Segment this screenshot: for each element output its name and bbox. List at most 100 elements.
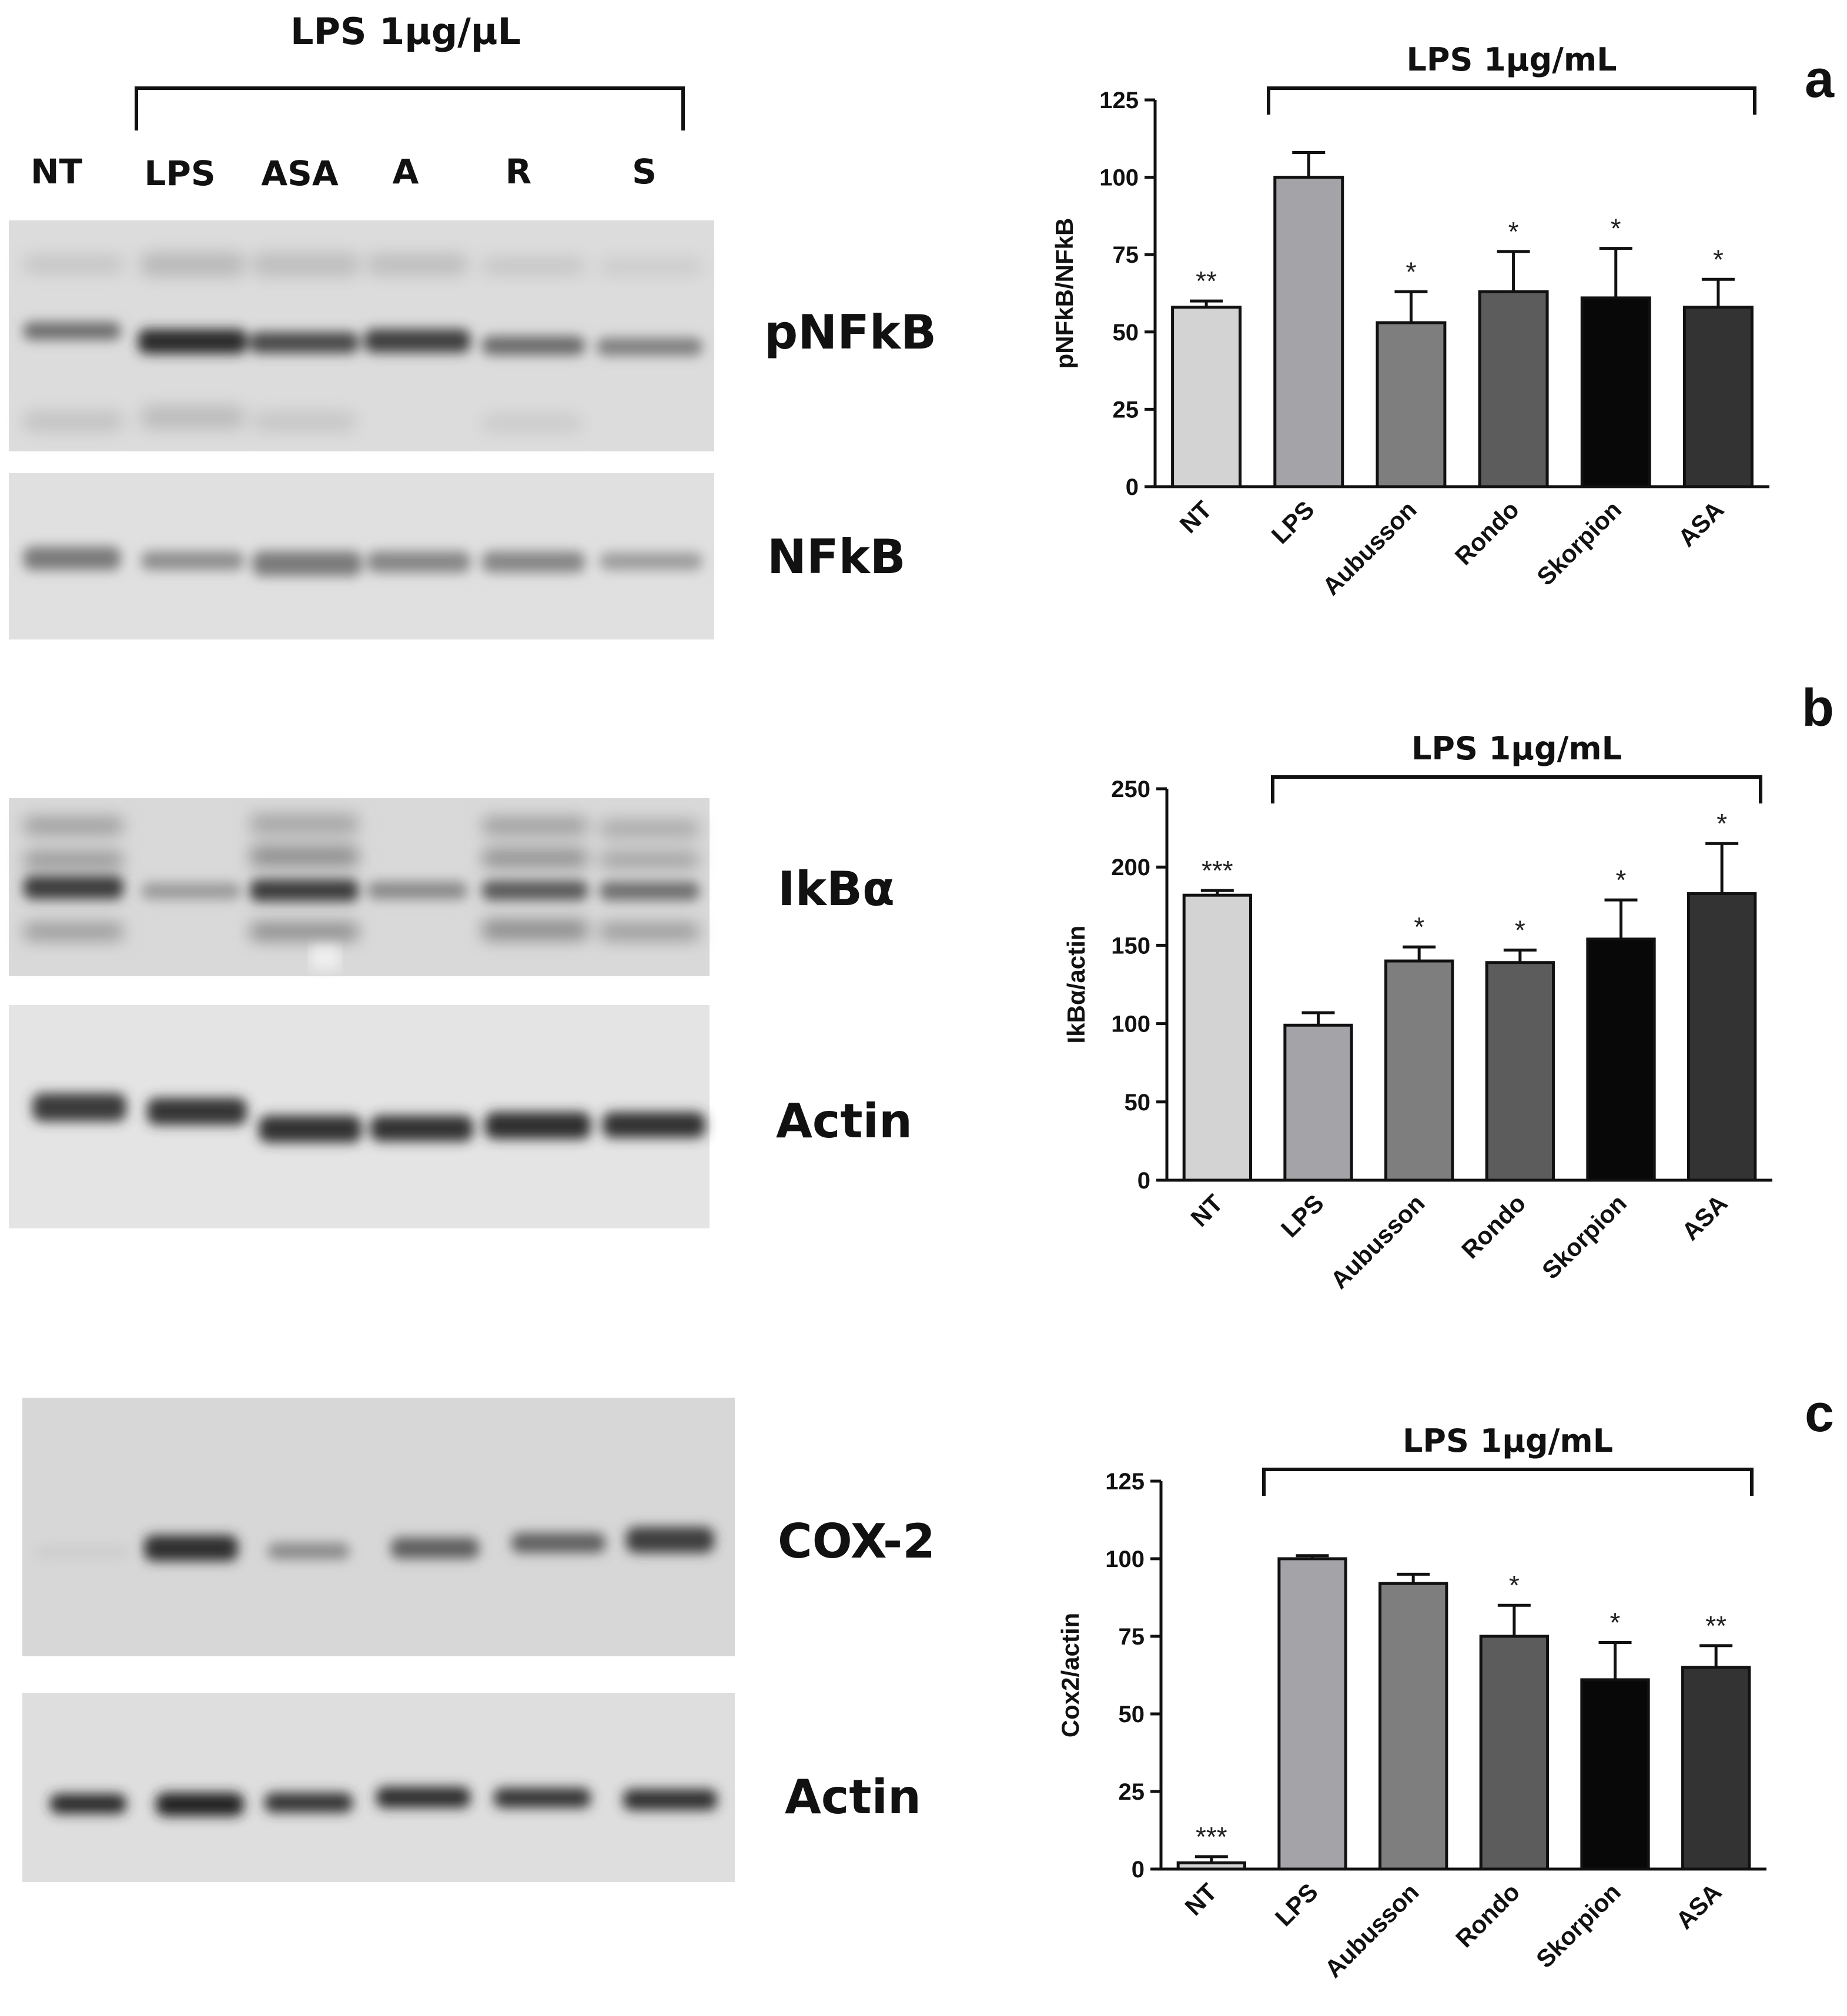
lane-label-asa: ASA (261, 153, 339, 193)
lane-label-r: R (506, 152, 532, 192)
bar-lps (1283, 1023, 1353, 1182)
y-tick-label: 125 (1099, 88, 1139, 113)
category-label: NT (1179, 1878, 1222, 1921)
y-tick-label: 200 (1111, 855, 1150, 880)
blot-pnfkb (9, 220, 714, 451)
y-axis-label: IkBα/actin (1062, 926, 1090, 1044)
significance-label: * (1414, 912, 1424, 942)
category-label: NT (1185, 1189, 1228, 1232)
blot-header-bracket (135, 86, 685, 130)
category-label: Rondo (1450, 495, 1524, 570)
y-tick-label: 75 (1119, 1624, 1145, 1650)
bar-rondo (1478, 290, 1549, 488)
y-tick-label: 25 (1119, 1779, 1145, 1805)
y-tick-label: 50 (1113, 320, 1139, 346)
blot-label-ikba: IkBα (778, 862, 895, 916)
category-label: Skorpion (1537, 1189, 1632, 1284)
lane-labels: NT LPS ASA A R S (31, 152, 657, 193)
category-label: Rondo (1450, 1878, 1525, 1953)
blot-nfkb (9, 473, 714, 639)
bar-skorpion (1586, 937, 1656, 1182)
bar-rondo (1479, 1635, 1549, 1871)
significance-label: * (1611, 213, 1621, 244)
y-tick-label: 25 (1113, 397, 1139, 423)
blot-actin-2 (22, 1693, 735, 1882)
category-label: LPS (1270, 1878, 1323, 1931)
category-label: Skorpion (1531, 495, 1627, 591)
significance-label: * (1406, 256, 1416, 287)
lps-bracket (1271, 775, 1762, 803)
y-tick-label: 0 (1132, 1857, 1145, 1883)
significance-label: * (1509, 1570, 1520, 1600)
y-axis-label: Cox2/actin (1056, 1613, 1084, 1737)
category-label: NT (1175, 495, 1217, 538)
significance-label: ** (1705, 1610, 1726, 1641)
blot-label-pnfkb: pNFkB (764, 305, 936, 360)
panel-letter-c: c (1805, 1384, 1834, 1443)
lane-label-nt: NT (31, 152, 83, 192)
significance-label: ** (1196, 266, 1217, 296)
category-label: LPS (1276, 1189, 1329, 1243)
blot-header: LPS 1µg/µL (290, 10, 521, 53)
y-tick-label: 50 (1125, 1090, 1151, 1116)
lps-bracket-label: LPS 1µg/mL (1411, 730, 1622, 767)
category-label: ASA (1672, 495, 1729, 552)
blot-label-cox2: COX-2 (778, 1514, 935, 1569)
significance-label: *** (1202, 855, 1233, 886)
bar-aubusson (1378, 1582, 1448, 1871)
y-tick-label: 75 (1113, 242, 1139, 268)
significance-label: * (1515, 915, 1525, 945)
blot-cox2 (22, 1398, 735, 1656)
lps-bracket (1267, 86, 1756, 115)
y-tick-label: 100 (1111, 1012, 1150, 1037)
bar-asa (1687, 892, 1757, 1182)
category-label: Aubusson (1325, 1189, 1430, 1294)
significance-label: * (1508, 216, 1519, 247)
category-label: Aubusson (1317, 495, 1421, 600)
lane-label-s: S (632, 152, 657, 192)
significance-label: *** (1196, 1821, 1227, 1852)
bar-rondo (1485, 961, 1555, 1182)
significance-label: * (1610, 1608, 1621, 1638)
bar-aubusson (1384, 959, 1454, 1182)
bar-nt (1182, 893, 1252, 1182)
significance-label: * (1713, 244, 1724, 274)
bar-asa (1681, 1666, 1751, 1871)
category-label: ASA (1671, 1878, 1727, 1934)
bar-lps (1277, 1557, 1347, 1871)
category-label: LPS (1266, 495, 1320, 549)
panel-letter-a: a (1805, 50, 1835, 109)
lps-bracket-label: LPS 1µg/mL (1406, 41, 1617, 78)
y-tick-label: 100 (1105, 1546, 1145, 1572)
blot-label-actin-2: Actin (785, 1770, 921, 1824)
blot-label-actin-1: Actin (776, 1094, 912, 1148)
y-tick-label: 50 (1119, 1702, 1145, 1727)
lps-bracket (1262, 1468, 1754, 1496)
bar-skorpion (1580, 1678, 1650, 1871)
lane-label-lps: LPS (144, 153, 215, 193)
bar-aubusson (1376, 321, 1447, 488)
category-label: Rondo (1456, 1189, 1531, 1264)
category-label: ASA (1677, 1189, 1733, 1245)
y-tick-label: 150 (1111, 933, 1150, 959)
blot-actin-1 (9, 1005, 710, 1228)
y-tick-label: 0 (1137, 1168, 1150, 1194)
y-tick-label: 0 (1126, 474, 1139, 500)
bar-skorpion (1580, 296, 1651, 488)
panel-letter-b: b (1802, 679, 1834, 738)
y-axis-label: pNFkB/NFkB (1050, 218, 1078, 369)
y-tick-label: 125 (1105, 1469, 1145, 1495)
significance-label: * (1616, 865, 1627, 895)
blot-label-nfkb: NFkB (767, 530, 906, 584)
category-label: Skorpion (1531, 1878, 1626, 1973)
y-tick-label: 250 (1111, 776, 1150, 802)
bar-asa (1682, 306, 1754, 488)
significance-label: * (1716, 808, 1727, 839)
lps-bracket-label: LPS 1µg/mL (1403, 1422, 1613, 1459)
y-tick-label: 100 (1099, 165, 1139, 191)
bar-nt (1176, 1861, 1246, 1871)
